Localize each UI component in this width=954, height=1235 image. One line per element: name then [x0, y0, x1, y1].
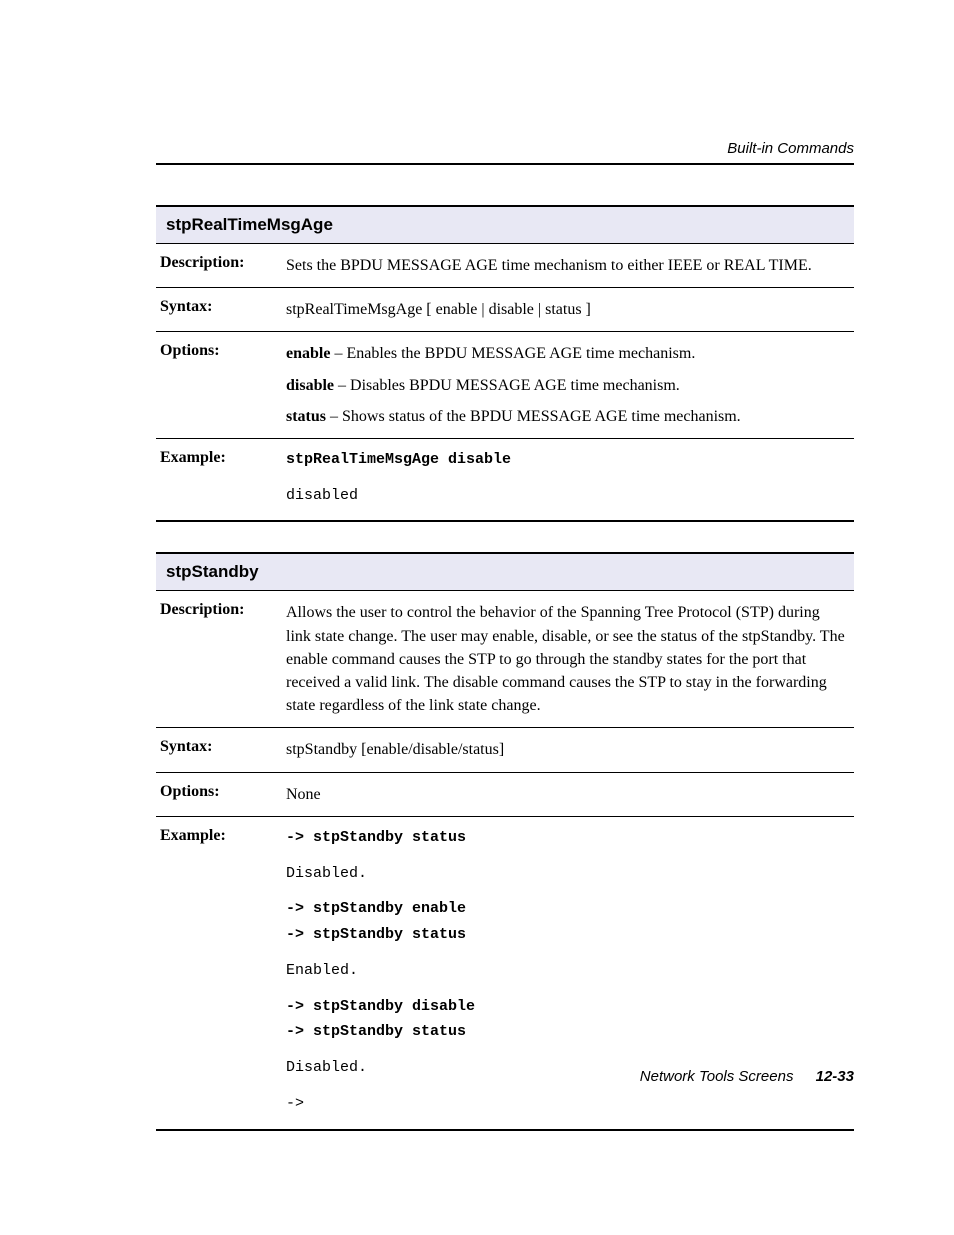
value-options: enable – Enables the BPDU MESSAGE AGE ti…	[286, 342, 854, 428]
command-title: stpRealTimeMsgAge	[166, 215, 333, 234]
command-block-stprealtimemsgage: stpRealTimeMsgAge Description: Sets the …	[156, 205, 854, 522]
option-desc: – Enables the BPDU MESSAGE AGE time mech…	[330, 345, 695, 362]
label-example: Example:	[156, 449, 286, 511]
value-description: Allows the user to control the behavior …	[286, 601, 854, 717]
row-example: Example: stpRealTimeMsgAge disable disab…	[156, 438, 854, 523]
row-syntax: Syntax: stpStandby [enable/disable/statu…	[156, 727, 854, 771]
header-rule	[156, 163, 854, 165]
value-options: None	[286, 783, 854, 806]
footer-title: Network Tools Screens	[640, 1068, 794, 1085]
label-description: Description:	[156, 254, 286, 277]
example-command: stpRealTimeMsgAge disable	[286, 449, 848, 471]
option-term: enable	[286, 345, 330, 362]
row-options: Options: None	[156, 772, 854, 816]
value-example: stpRealTimeMsgAge disable disabled	[286, 449, 854, 511]
example-gap	[286, 986, 848, 996]
page-footer: Network Tools Screens 12-33	[640, 1068, 854, 1085]
row-syntax: Syntax: stpRealTimeMsgAge [ enable | dis…	[156, 287, 854, 331]
example-output: Enabled.	[286, 960, 848, 982]
example-gap	[286, 888, 848, 898]
label-options: Options:	[156, 783, 286, 806]
value-syntax: stpStandby [enable/disable/status]	[286, 738, 854, 761]
example-gap	[286, 1047, 848, 1057]
example-command: -> stpStandby disable	[286, 996, 848, 1018]
option-line: disable – Disables BPDU MESSAGE AGE time…	[286, 374, 848, 397]
row-options: Options: enable – Enables the BPDU MESSA…	[156, 331, 854, 438]
option-term: disable	[286, 377, 334, 394]
content-area: stpRealTimeMsgAge Description: Sets the …	[156, 205, 854, 1161]
option-line: status – Shows status of the BPDU MESSAG…	[286, 405, 848, 428]
value-description: Sets the BPDU MESSAGE AGE time mechanism…	[286, 254, 854, 277]
example-command: -> stpStandby status	[286, 827, 848, 849]
value-syntax: stpRealTimeMsgAge [ enable | disable | s…	[286, 298, 854, 321]
example-command: -> stpStandby enable	[286, 898, 848, 920]
example-output: disabled	[286, 485, 848, 507]
command-title: stpStandby	[166, 562, 259, 581]
example-output: Disabled.	[286, 863, 848, 885]
example-command: -> stpStandby status	[286, 924, 848, 946]
command-title-row: stpRealTimeMsgAge	[156, 205, 854, 243]
label-syntax: Syntax:	[156, 738, 286, 761]
example-command: -> stpStandby status	[286, 1021, 848, 1043]
page: Built-in Commands stpRealTimeMsgAge Desc…	[0, 0, 954, 1235]
header-section-title: Built-in Commands	[156, 140, 854, 157]
example-gap	[286, 475, 848, 485]
label-options: Options:	[156, 342, 286, 428]
example-output: ->	[286, 1093, 848, 1115]
label-example: Example:	[156, 827, 286, 1119]
label-syntax: Syntax:	[156, 298, 286, 321]
example-gap	[286, 853, 848, 863]
row-description: Description: Allows the user to control …	[156, 590, 854, 727]
option-desc: – Disables BPDU MESSAGE AGE time mechani…	[334, 377, 680, 394]
footer-page-number: 12-33	[816, 1068, 854, 1085]
page-header: Built-in Commands	[156, 140, 854, 165]
example-gap	[286, 950, 848, 960]
option-desc: – Shows status of the BPDU MESSAGE AGE t…	[326, 408, 741, 425]
option-term: status	[286, 408, 326, 425]
command-block-stpstandby: stpStandby Description: Allows the user …	[156, 552, 854, 1130]
command-title-row: stpStandby	[156, 552, 854, 590]
option-line: enable – Enables the BPDU MESSAGE AGE ti…	[286, 342, 848, 365]
row-description: Description: Sets the BPDU MESSAGE AGE t…	[156, 243, 854, 287]
label-description: Description:	[156, 601, 286, 717]
